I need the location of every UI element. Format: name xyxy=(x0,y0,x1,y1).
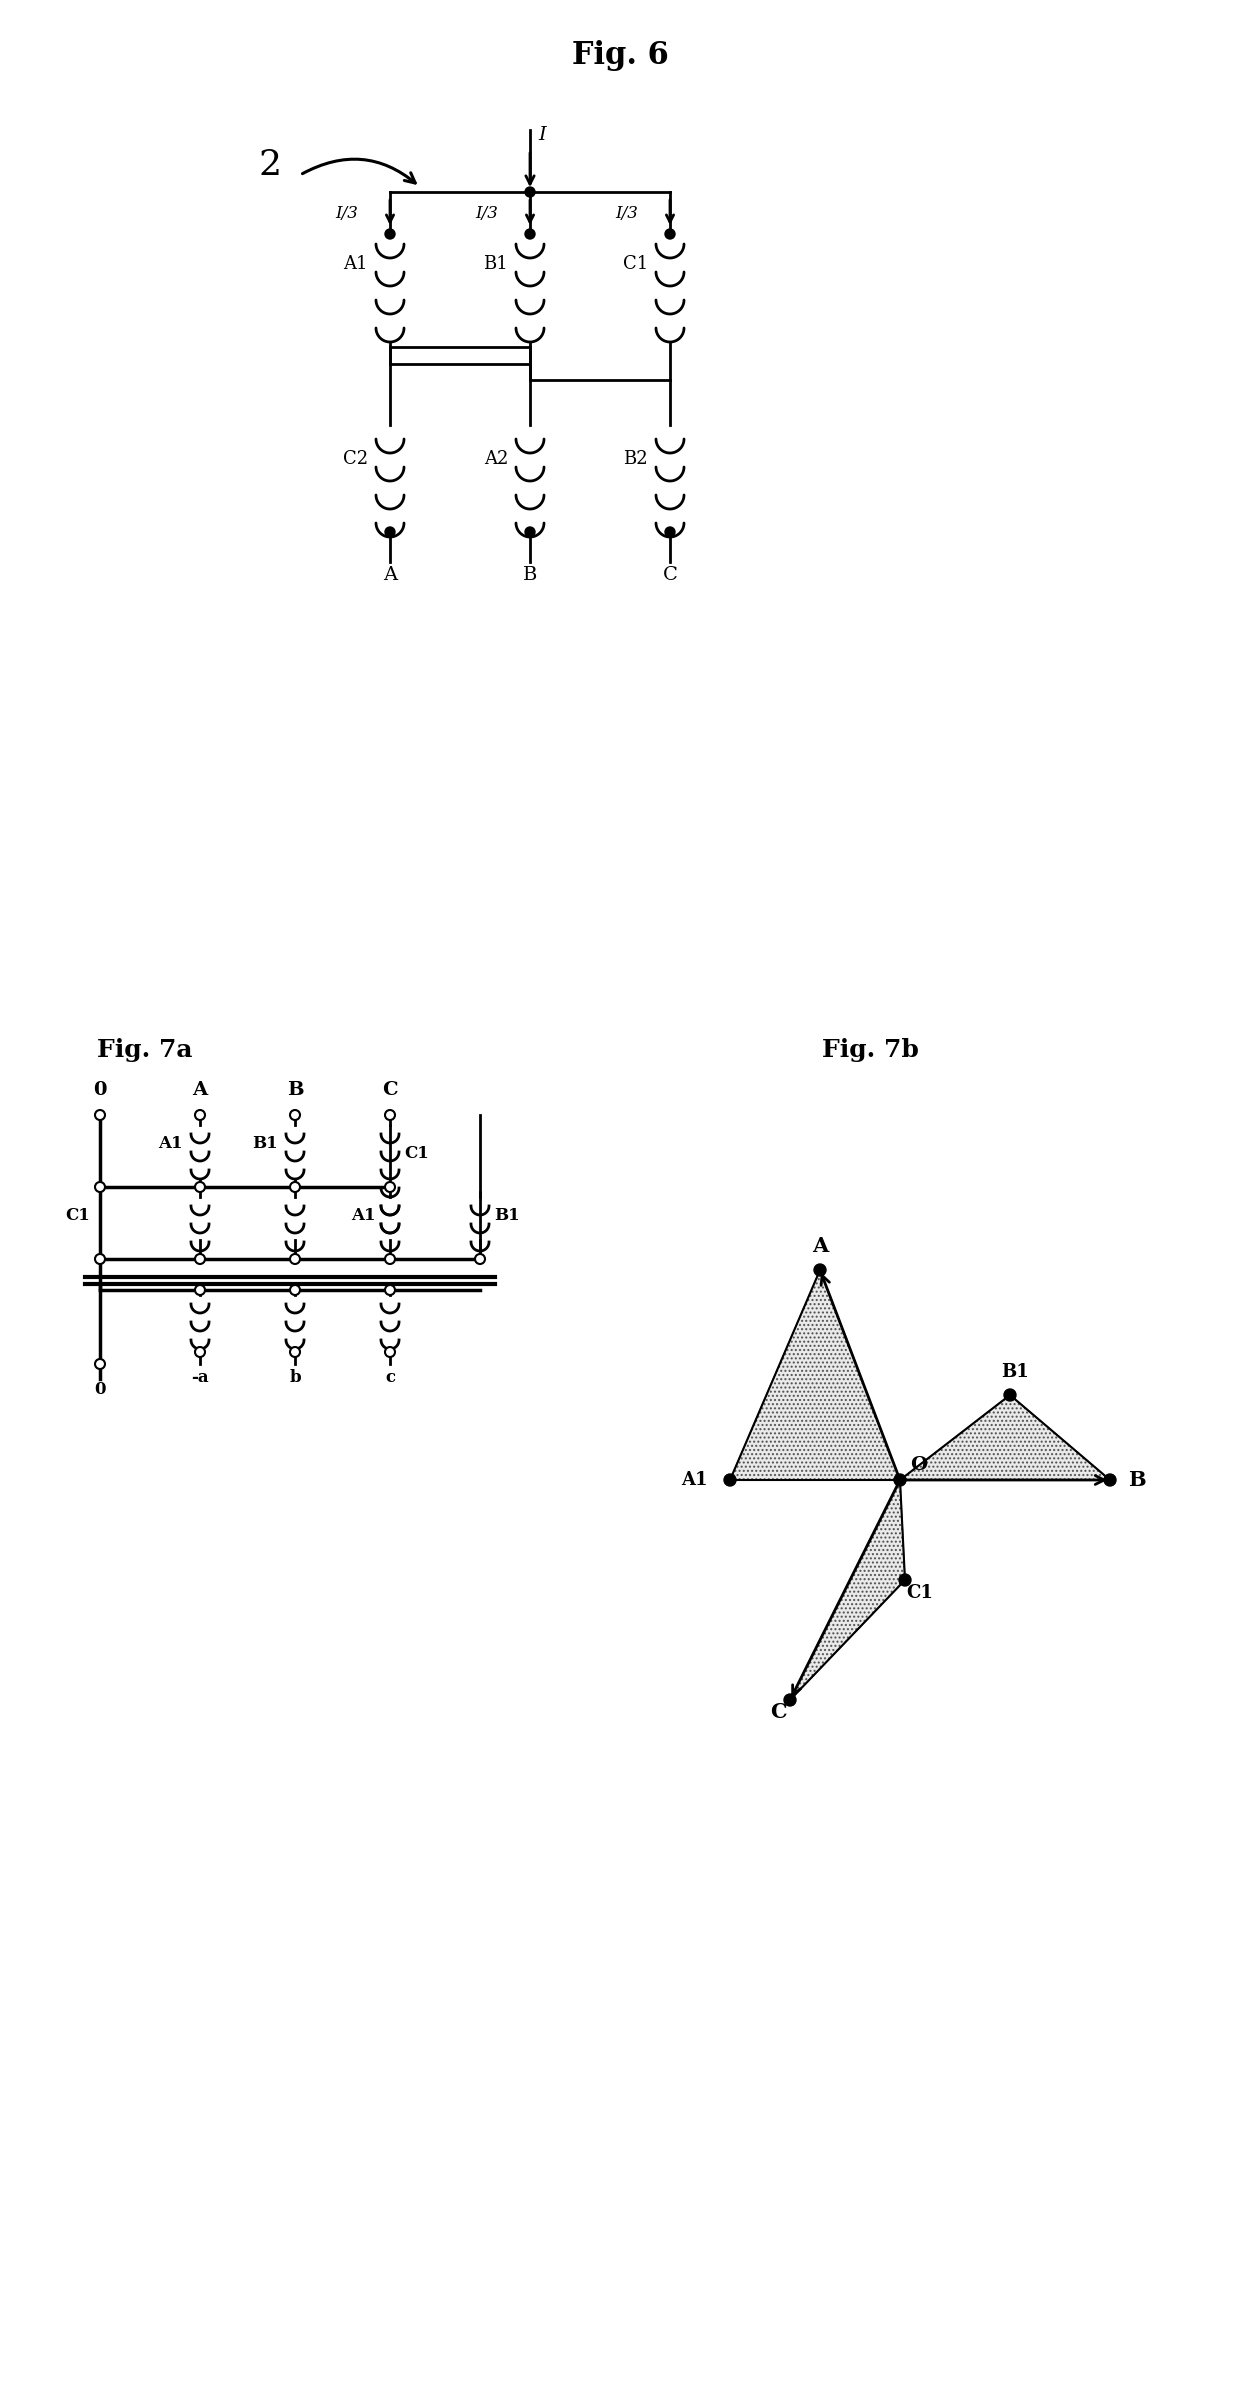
Text: A1: A1 xyxy=(682,1471,708,1488)
Circle shape xyxy=(1004,1390,1016,1402)
Circle shape xyxy=(290,1347,300,1356)
Circle shape xyxy=(525,187,534,196)
Text: A: A xyxy=(812,1237,828,1256)
Text: 0: 0 xyxy=(93,1081,107,1098)
Circle shape xyxy=(724,1473,737,1485)
Text: 0: 0 xyxy=(94,1380,105,1397)
Circle shape xyxy=(384,1110,396,1119)
Text: B1: B1 xyxy=(253,1136,278,1153)
Text: A1: A1 xyxy=(343,254,368,273)
Circle shape xyxy=(384,526,396,536)
Circle shape xyxy=(525,526,534,536)
Circle shape xyxy=(95,1182,105,1191)
Circle shape xyxy=(784,1694,796,1705)
Text: B1: B1 xyxy=(494,1208,520,1225)
Text: B1: B1 xyxy=(484,254,508,273)
Text: c: c xyxy=(384,1368,396,1385)
Circle shape xyxy=(899,1574,911,1586)
Circle shape xyxy=(665,230,675,239)
Text: I: I xyxy=(538,127,546,144)
Circle shape xyxy=(95,1359,105,1368)
Text: C1: C1 xyxy=(906,1584,934,1603)
Circle shape xyxy=(290,1182,300,1191)
Text: I/3: I/3 xyxy=(475,203,498,222)
Circle shape xyxy=(384,230,396,239)
Circle shape xyxy=(195,1285,205,1294)
Text: Fig. 7b: Fig. 7b xyxy=(822,1038,919,1062)
Circle shape xyxy=(475,1253,485,1263)
Text: I/3: I/3 xyxy=(615,203,639,222)
Text: B1: B1 xyxy=(1001,1363,1029,1380)
Text: A: A xyxy=(192,1081,207,1098)
Text: C: C xyxy=(770,1703,786,1722)
Text: b: b xyxy=(289,1368,301,1385)
Circle shape xyxy=(290,1285,300,1294)
Circle shape xyxy=(195,1253,205,1263)
Circle shape xyxy=(894,1473,906,1485)
Circle shape xyxy=(665,526,675,536)
Text: A: A xyxy=(383,567,397,584)
Text: C1: C1 xyxy=(622,254,649,273)
Text: -a: -a xyxy=(191,1368,208,1385)
Text: A1: A1 xyxy=(351,1208,376,1225)
Circle shape xyxy=(525,230,534,239)
Circle shape xyxy=(384,1285,396,1294)
Polygon shape xyxy=(730,1270,900,1481)
Circle shape xyxy=(384,1253,396,1263)
Circle shape xyxy=(195,1182,205,1191)
Text: C: C xyxy=(662,567,677,584)
Circle shape xyxy=(290,1253,300,1263)
Text: B: B xyxy=(1128,1471,1146,1490)
Text: C1: C1 xyxy=(66,1208,91,1225)
Circle shape xyxy=(384,1182,396,1191)
Text: A1: A1 xyxy=(159,1136,184,1153)
Circle shape xyxy=(195,1347,205,1356)
Text: B: B xyxy=(523,567,537,584)
Text: C1: C1 xyxy=(404,1146,429,1163)
Circle shape xyxy=(1104,1473,1116,1485)
Text: I/3: I/3 xyxy=(335,203,358,222)
Circle shape xyxy=(813,1263,826,1275)
Polygon shape xyxy=(900,1395,1110,1481)
Text: A2: A2 xyxy=(484,450,508,466)
Circle shape xyxy=(95,1110,105,1119)
Text: C: C xyxy=(382,1081,398,1098)
Circle shape xyxy=(195,1110,205,1119)
Text: B: B xyxy=(286,1081,304,1098)
Text: Fig. 6: Fig. 6 xyxy=(572,41,668,72)
Text: C2: C2 xyxy=(343,450,368,466)
Text: B2: B2 xyxy=(624,450,649,466)
Text: 2: 2 xyxy=(258,148,281,182)
Text: Fig. 7a: Fig. 7a xyxy=(97,1038,192,1062)
Circle shape xyxy=(290,1110,300,1119)
Text: O: O xyxy=(910,1457,928,1473)
Circle shape xyxy=(95,1253,105,1263)
Polygon shape xyxy=(790,1481,905,1701)
Circle shape xyxy=(384,1347,396,1356)
